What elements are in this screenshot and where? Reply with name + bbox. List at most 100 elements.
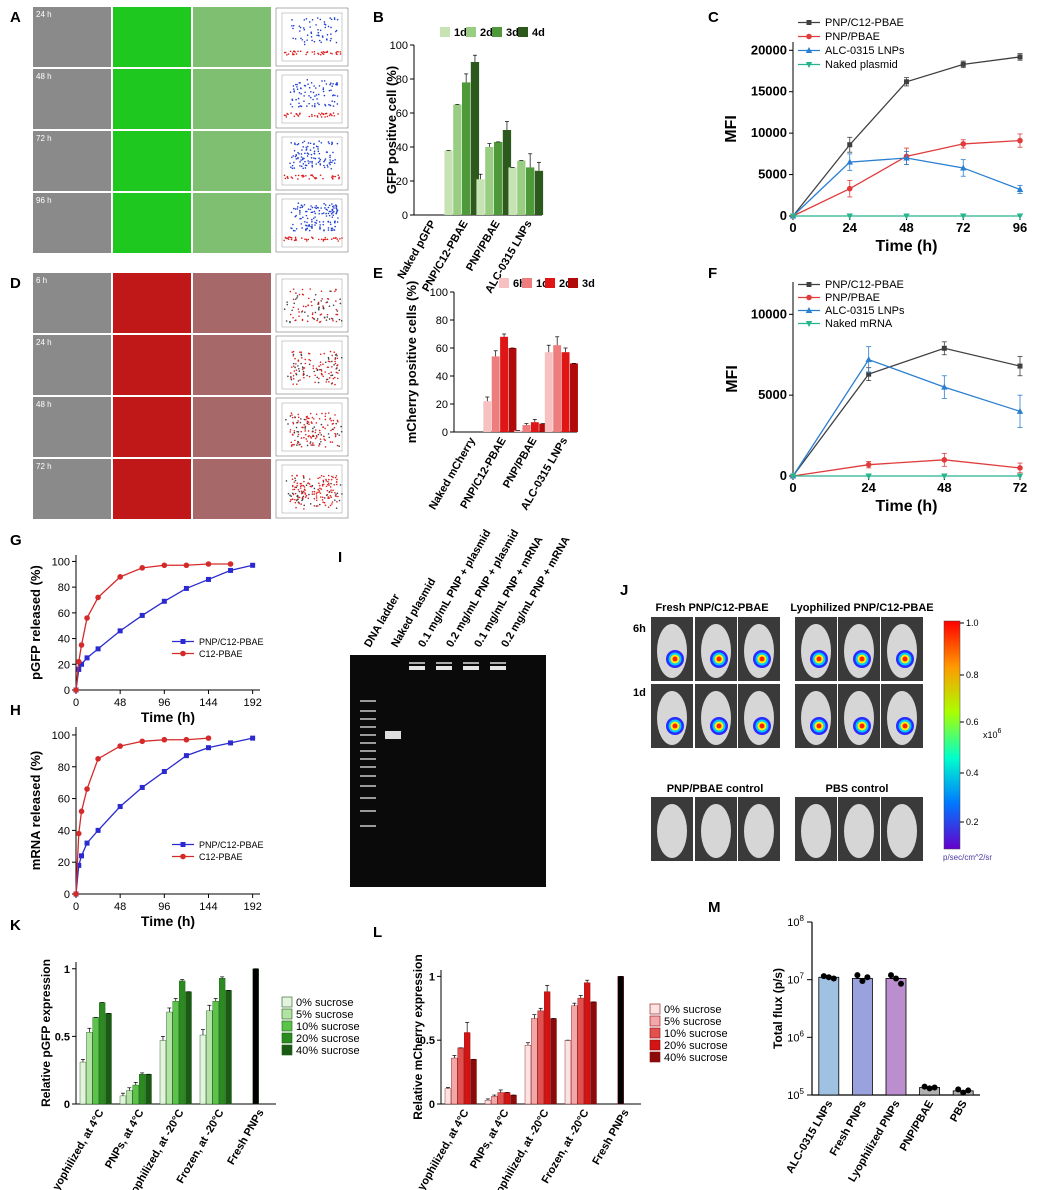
flow-dot (306, 422, 309, 425)
flow-dot (304, 433, 307, 436)
y-tick-label: 100 (52, 730, 70, 742)
flow-dot (317, 505, 319, 507)
timepoint-label: 72 h (36, 462, 52, 471)
legend-label: ALC-0315 LNPs (825, 305, 905, 317)
flow-dot (285, 237, 288, 240)
flow-dot (326, 297, 329, 300)
flow-dot (320, 51, 323, 54)
flow-dot (297, 440, 299, 443)
signal-core (902, 656, 908, 662)
flow-dot (330, 212, 333, 215)
flow-dot (327, 482, 330, 485)
flow-dot (321, 298, 323, 300)
flow-dot (292, 421, 294, 424)
flow-dot (309, 160, 311, 163)
bar (483, 401, 492, 432)
flow-dot (331, 491, 333, 494)
flow-dot (338, 318, 341, 321)
flow-dot (318, 482, 320, 485)
flow-dot (331, 85, 334, 88)
flow-dot (299, 421, 302, 424)
flow-dot (293, 115, 296, 118)
flow-dot (292, 354, 295, 357)
flow-dot (300, 490, 303, 492)
brightfield-image (33, 7, 111, 67)
flow-dot (308, 483, 311, 485)
y-tick-label: 0.5 (420, 1035, 435, 1047)
data-point (139, 784, 145, 790)
flow-dot (300, 93, 302, 95)
flow-dot (320, 112, 323, 115)
data-point (84, 615, 90, 621)
flow-dot (322, 240, 325, 242)
flow-dot (300, 223, 303, 225)
y-tick-label: 10000 (751, 306, 787, 321)
flow-dot (305, 146, 307, 149)
data-point (960, 141, 967, 147)
flow-dot (300, 174, 303, 177)
flow-dot (292, 85, 295, 87)
flow-dot (289, 313, 292, 316)
flow-dot (287, 238, 290, 241)
bar (98, 1002, 106, 1105)
flow-dot (317, 146, 319, 148)
bar (470, 1059, 477, 1105)
flow-dot (289, 321, 291, 324)
timepoint-label: 72 h (36, 134, 52, 143)
y-tick-exp: 5 (800, 1087, 805, 1096)
flow-gate (281, 136, 343, 186)
flow-dot (304, 492, 306, 494)
flow-dot (332, 476, 334, 479)
flow-dot (334, 290, 336, 293)
flow-dot (313, 298, 316, 301)
flow-dot (293, 150, 296, 152)
data-point (117, 804, 123, 810)
data-point (183, 753, 189, 759)
flow-dot (311, 304, 313, 307)
flow-dot (333, 115, 336, 117)
flow-dot (322, 50, 325, 53)
flow-dot (312, 175, 314, 178)
flow-dot (327, 206, 330, 209)
signal-core (716, 656, 722, 662)
well-band (463, 666, 479, 670)
bar (491, 356, 500, 432)
flow-dot (301, 496, 304, 499)
flow-gate (281, 198, 343, 248)
data-point (1017, 137, 1023, 144)
flow-gate (281, 74, 343, 124)
y-axis-label: GFP positive cell (%) (384, 66, 399, 194)
legend-label: C12-PBAE (199, 852, 243, 862)
flow-dot (331, 374, 334, 377)
flow-dot (295, 53, 298, 55)
flow-dot (303, 436, 305, 439)
flow-dot (307, 435, 310, 438)
flow-dot (300, 165, 303, 168)
flow-dot (336, 310, 339, 312)
series-line (75, 737, 253, 895)
flow-dot (333, 426, 336, 429)
flow-gate (281, 464, 343, 514)
flow-dot (294, 236, 297, 239)
flow-dot (291, 478, 294, 481)
ladder-band (360, 825, 376, 827)
flow-dot (301, 158, 304, 161)
flow-dot (322, 375, 325, 378)
flow-dot (308, 358, 310, 361)
y-tick-label: 80 (436, 315, 448, 327)
flow-dot (335, 205, 338, 208)
data-point (1016, 185, 1024, 192)
ladder-band (360, 726, 376, 728)
bar (86, 1032, 93, 1105)
flow-dot (292, 443, 294, 446)
legend-label: 0% sucrose (296, 997, 353, 1009)
flow-dot (299, 30, 301, 32)
data-point (830, 975, 837, 982)
flow-dot (293, 167, 296, 169)
flow-dot (334, 225, 336, 228)
flow-dot (335, 29, 338, 32)
flow-plot (275, 459, 349, 519)
legend-label: 5% sucrose (296, 1009, 353, 1021)
flow-dot (317, 102, 319, 104)
